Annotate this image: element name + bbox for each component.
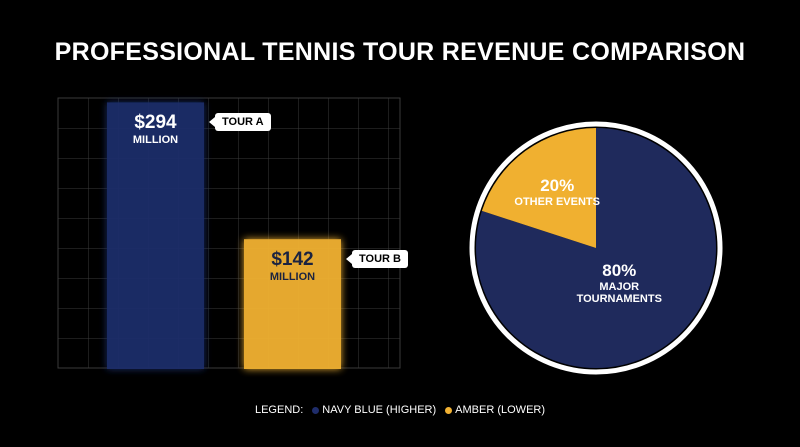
value-label: $294 — [134, 112, 177, 134]
pie-border — [469, 121, 723, 375]
value-unit: MILLION — [269, 271, 316, 284]
legend-title: LEGEND: — [254, 404, 304, 416]
value-unit: MILLION — [132, 134, 179, 147]
legend-swatch — [445, 406, 453, 414]
pie-category-label: MAJOR TOURNAMENTS — [576, 281, 662, 305]
pie-value-label: 80% — [602, 261, 637, 281]
pie-category-label: OTHER EVENTS — [514, 195, 600, 208]
legend-label: NAVY BLUE (HIGHER) — [322, 404, 437, 416]
value-label: $142 — [271, 249, 314, 271]
bar — [244, 239, 341, 369]
legend: LEGEND: NAVY BLUE (HIGHER) AMBER (LOWER) — [0, 404, 800, 416]
pie-slice — [481, 128, 596, 248]
bar — [107, 102, 204, 370]
legend-item: NAVY BLUE (HIGHER) — [309, 404, 436, 416]
legend-label: AMBER (LOWER) — [455, 404, 546, 416]
legend-item: AMBER (LOWER) — [442, 404, 545, 416]
legend-swatch — [312, 406, 320, 414]
pie-value-label: 20% — [540, 175, 575, 195]
chart-title: PROFESSIONAL TENNIS TOUR REVENUE COMPARI… — [54, 38, 746, 66]
category-tag: TOUR A — [209, 113, 271, 132]
category-tag: TOUR B — [346, 250, 408, 269]
